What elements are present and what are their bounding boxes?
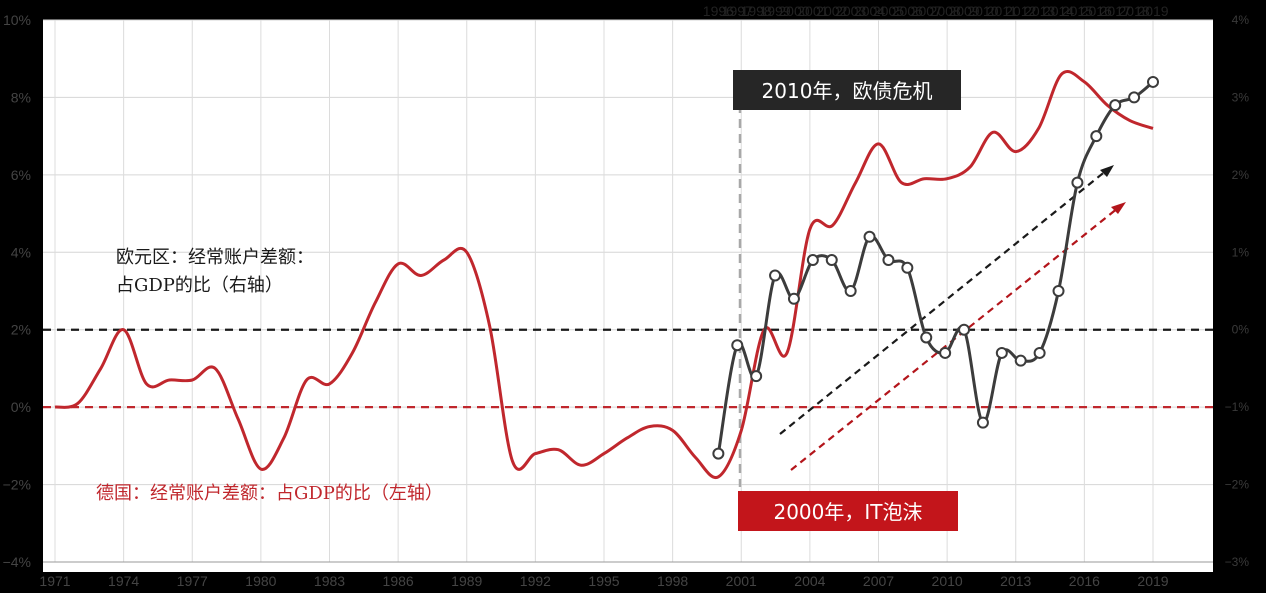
eurozone-point: [882, 254, 895, 267]
x-top-tick-label: 2014: [1043, 3, 1074, 19]
x-top-tick-label: 1999: [759, 3, 790, 19]
x-bottom-tick-label: 1974: [108, 573, 139, 589]
x-top-tick-label: 2011: [987, 3, 1017, 19]
y-right-tick-label: 1%: [1232, 245, 1250, 259]
eurozone-point: [1014, 354, 1027, 367]
germany-label: 德国：经常账户差额：占GDP的比（左轴）: [96, 483, 443, 504]
x-top-tick-label: 2002: [816, 3, 847, 19]
eurozone-point: [920, 331, 933, 344]
germany-series-line: [54, 69, 1154, 480]
x-top-tick-label: 2001: [797, 3, 828, 19]
x-top-tick-label: 2009: [948, 3, 979, 19]
x-top-tick-label: 2018: [1119, 3, 1150, 19]
x-bottom-tick-label: 2010: [932, 573, 963, 589]
eurozone-point: [750, 370, 763, 383]
y-left-tick-label: 2%: [11, 322, 31, 338]
x-top-tick-label: 2003: [835, 3, 866, 19]
x-top-tick-label: 2006: [892, 3, 923, 19]
red-arrowhead: [1111, 202, 1126, 214]
euro-crisis-label: 2010年，欧债危机: [762, 79, 933, 103]
eurozone-label-line2: 占GDP的比（右轴）: [116, 275, 283, 296]
eurozone-point: [1033, 346, 1046, 359]
x-top-tick-label: 1998: [741, 3, 772, 19]
x-top-tick-label: 2013: [1024, 3, 1055, 19]
x-top-tick-label: 2019: [1137, 3, 1168, 19]
x-bottom-tick-label: 2004: [794, 573, 825, 589]
eurozone-point: [1090, 130, 1103, 143]
black-trend-arrow: [779, 169, 1108, 435]
eurozone-point: [976, 416, 989, 429]
plot-area: [43, 20, 1213, 572]
x-bottom-tick-label: 2007: [863, 573, 894, 589]
eurozone-point: [1052, 285, 1065, 297]
x-top-tick-label: 2010: [967, 3, 998, 19]
y-right-tick-label: 2%: [1232, 168, 1250, 182]
x-bottom-tick-label: 1986: [383, 573, 414, 589]
series-layer: [54, 69, 1159, 480]
eurozone-point: [939, 346, 952, 359]
y-right-tick-label: 3%: [1232, 90, 1250, 104]
y-left-tick-label: 0%: [11, 399, 31, 415]
x-top-tick-label: 2016: [1081, 3, 1112, 19]
x-bottom-tick-label: 1998: [657, 573, 688, 589]
eurozone-point: [825, 254, 838, 267]
x-bottom-tick-label: 2016: [1069, 573, 1100, 589]
euro-crisis-label-box: [733, 70, 961, 110]
eurozone-point: [712, 447, 725, 460]
x-bottom-tick-label: 1983: [314, 573, 345, 589]
x-bottom-tick-label: 1995: [588, 573, 619, 589]
y-left-tick-label: −4%: [3, 554, 31, 570]
it-bubble-label: 2000年，IT泡沫: [773, 500, 922, 524]
x-top-tick-label: 1997: [722, 3, 753, 19]
y-left-tick-label: 10%: [3, 12, 31, 28]
y-left-tick-label: 8%: [11, 89, 31, 105]
x-top-tick-label: 2004: [854, 3, 885, 19]
y-right-tick-label: −2%: [1225, 478, 1250, 492]
x-bottom-tick-label: 1980: [245, 573, 276, 589]
it-bubble-label-box: [738, 491, 958, 531]
x-top-tick-label: 1996: [703, 3, 734, 19]
y-right-tick-label: 0%: [1232, 323, 1250, 337]
x-top-tick-label: 2008: [930, 3, 961, 19]
eurozone-point: [1109, 99, 1122, 112]
y-left-tick-label: 4%: [11, 244, 31, 260]
x-bottom-tick-label: 1992: [520, 573, 551, 589]
x-top-tick-label: 2000: [778, 3, 809, 19]
eurozone-point: [769, 269, 782, 282]
x-bottom-tick-label: 2013: [1000, 573, 1031, 589]
x-top-tick-label: 2005: [873, 3, 904, 19]
y-right-tick-label: −3%: [1225, 555, 1250, 569]
eurozone-point: [844, 285, 857, 297]
x-bottom-tick-label: 1971: [39, 573, 70, 589]
x-bottom-tick-label: 1989: [451, 573, 482, 589]
y-right-tick-label: 4%: [1232, 13, 1250, 27]
y-left-tick-label: 6%: [11, 167, 31, 183]
x-bottom-tick-label: 1977: [177, 573, 208, 589]
x-top-tick-label: 2017: [1100, 3, 1131, 19]
x-bottom-tick-label: 2001: [726, 573, 757, 589]
x-top-tick-label: 2007: [911, 3, 942, 19]
x-bottom-tick-label: 2019: [1137, 573, 1168, 589]
y-left-tick-label: −2%: [3, 477, 31, 493]
eurozone-point: [958, 323, 971, 336]
eurozone-point: [863, 230, 876, 243]
eurozone-point: [1128, 91, 1141, 104]
y-right-tick-label: −1%: [1225, 400, 1250, 414]
eurozone-point: [1071, 176, 1084, 189]
eurozone-point: [787, 292, 800, 305]
eurozone-point: [731, 339, 744, 352]
eurozone-point: [806, 254, 819, 267]
x-top-tick-label: 2012: [1005, 3, 1036, 19]
eurozone-point: [995, 346, 1008, 359]
axes: 10% 8% 6% 4% 2% 0% −2% −4% 4% 3% 2% 1% 0% −1% −2% −3% 19…: [3, 3, 1250, 589]
black-arrowhead: [1100, 165, 1114, 177]
eurozone-point: [1147, 75, 1159, 88]
eurozone-point: [901, 261, 914, 274]
eurozone-label-line1: 欧元区：经常账户差额：: [116, 247, 314, 268]
x-top-tick-label: 2015: [1062, 3, 1093, 19]
